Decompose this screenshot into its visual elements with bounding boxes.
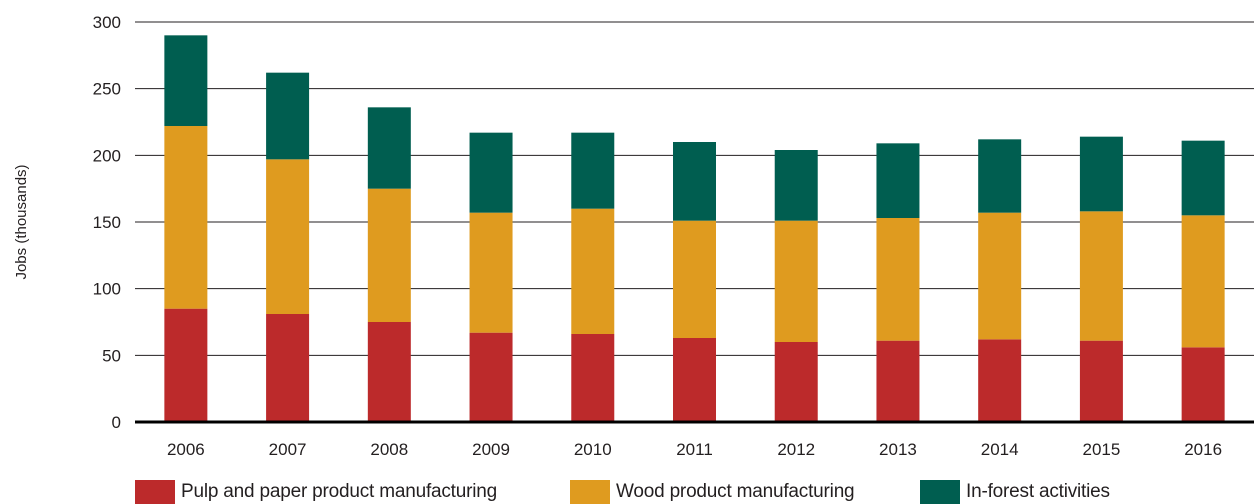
- y-tick-label: 300: [93, 13, 121, 32]
- y-tick-label: 50: [102, 346, 121, 365]
- bar-segment: [367, 107, 411, 189]
- x-tick-label: 2014: [981, 440, 1019, 459]
- bar-segment: [978, 339, 1022, 422]
- bar-segment: [164, 35, 208, 127]
- bar-segment: [673, 338, 716, 422]
- x-tick-label: 2016: [1184, 440, 1222, 459]
- bar-segment: [1181, 215, 1225, 348]
- y-axis-tick-labels: 0 50 100 150 200 250 300: [93, 13, 121, 432]
- bar-segment: [1181, 347, 1225, 422]
- y-tick-label: 250: [93, 80, 121, 99]
- x-tick-label: 2011: [676, 440, 713, 459]
- bar-segment: [164, 126, 208, 309]
- x-axis-tick-labels: 2006 2007 2008 2009 2010 2011 2012 2013 2014 2015…: [167, 440, 1222, 459]
- y-axis-label: Jobs (thousands): [13, 164, 30, 279]
- bar-segment: [774, 220, 818, 342]
- x-tick-label: 2009: [472, 440, 510, 459]
- bar-segment: [876, 340, 920, 422]
- legend-swatch-pulp-paper: [135, 480, 175, 504]
- bar-segment: [876, 218, 920, 341]
- bars-layer: [164, 35, 1225, 422]
- bar-segment: [876, 143, 920, 218]
- bar-segment: [164, 308, 208, 422]
- bar-segment: [469, 132, 513, 213]
- bar-segment: [1079, 340, 1123, 422]
- bar-segment: [266, 159, 310, 314]
- y-tick-label: 200: [93, 146, 121, 165]
- x-tick-label: 2015: [1082, 440, 1120, 459]
- bar-segment: [367, 188, 411, 322]
- bar-segment: [469, 212, 513, 333]
- y-tick-label: 0: [112, 413, 121, 432]
- x-tick-label: 2007: [269, 440, 307, 459]
- legend-label-in-forest: In-forest activities: [966, 481, 1110, 502]
- x-tick-label: 2012: [777, 440, 815, 459]
- bar-segment: [571, 132, 615, 209]
- legend-swatch-wood-product: [570, 480, 610, 504]
- bar-segment: [774, 150, 818, 221]
- x-tick-label: 2010: [574, 440, 612, 459]
- bar-segment: [367, 322, 411, 422]
- x-tick-label: 2006: [167, 440, 205, 459]
- legend-item-wood-product: Wood product manufacturing: [570, 480, 855, 504]
- bar-segment: [1079, 211, 1123, 341]
- bar-segment: [571, 334, 615, 422]
- legend-label-pulp-paper: Pulp and paper product manufacturing: [181, 481, 498, 502]
- y-tick-label: 150: [93, 213, 121, 232]
- bar-segment: [673, 142, 716, 221]
- legend-item-pulp-paper: Pulp and paper product manufacturing: [135, 480, 497, 504]
- y-tick-label: 100: [93, 280, 121, 299]
- bar-segment: [1079, 136, 1123, 212]
- bar-segment: [571, 208, 615, 334]
- bar-segment: [266, 72, 310, 160]
- bar-segment: [673, 220, 716, 338]
- bar-segment: [774, 342, 818, 422]
- bar-segment: [469, 332, 513, 422]
- legend: Pulp and paper product manufacturing Woo…: [0, 480, 1254, 504]
- legend-label-wood-product: Wood product manufacturing: [616, 481, 855, 502]
- bar-segment: [266, 314, 310, 422]
- bar-segment: [978, 139, 1022, 213]
- bar-segment: [1181, 140, 1225, 216]
- legend-item-in-forest: In-forest activities: [920, 480, 1110, 504]
- legend-swatch-in-forest: [920, 480, 960, 504]
- x-tick-label: 2008: [370, 440, 408, 459]
- x-tick-label: 2013: [879, 440, 917, 459]
- bar-segment: [978, 212, 1022, 340]
